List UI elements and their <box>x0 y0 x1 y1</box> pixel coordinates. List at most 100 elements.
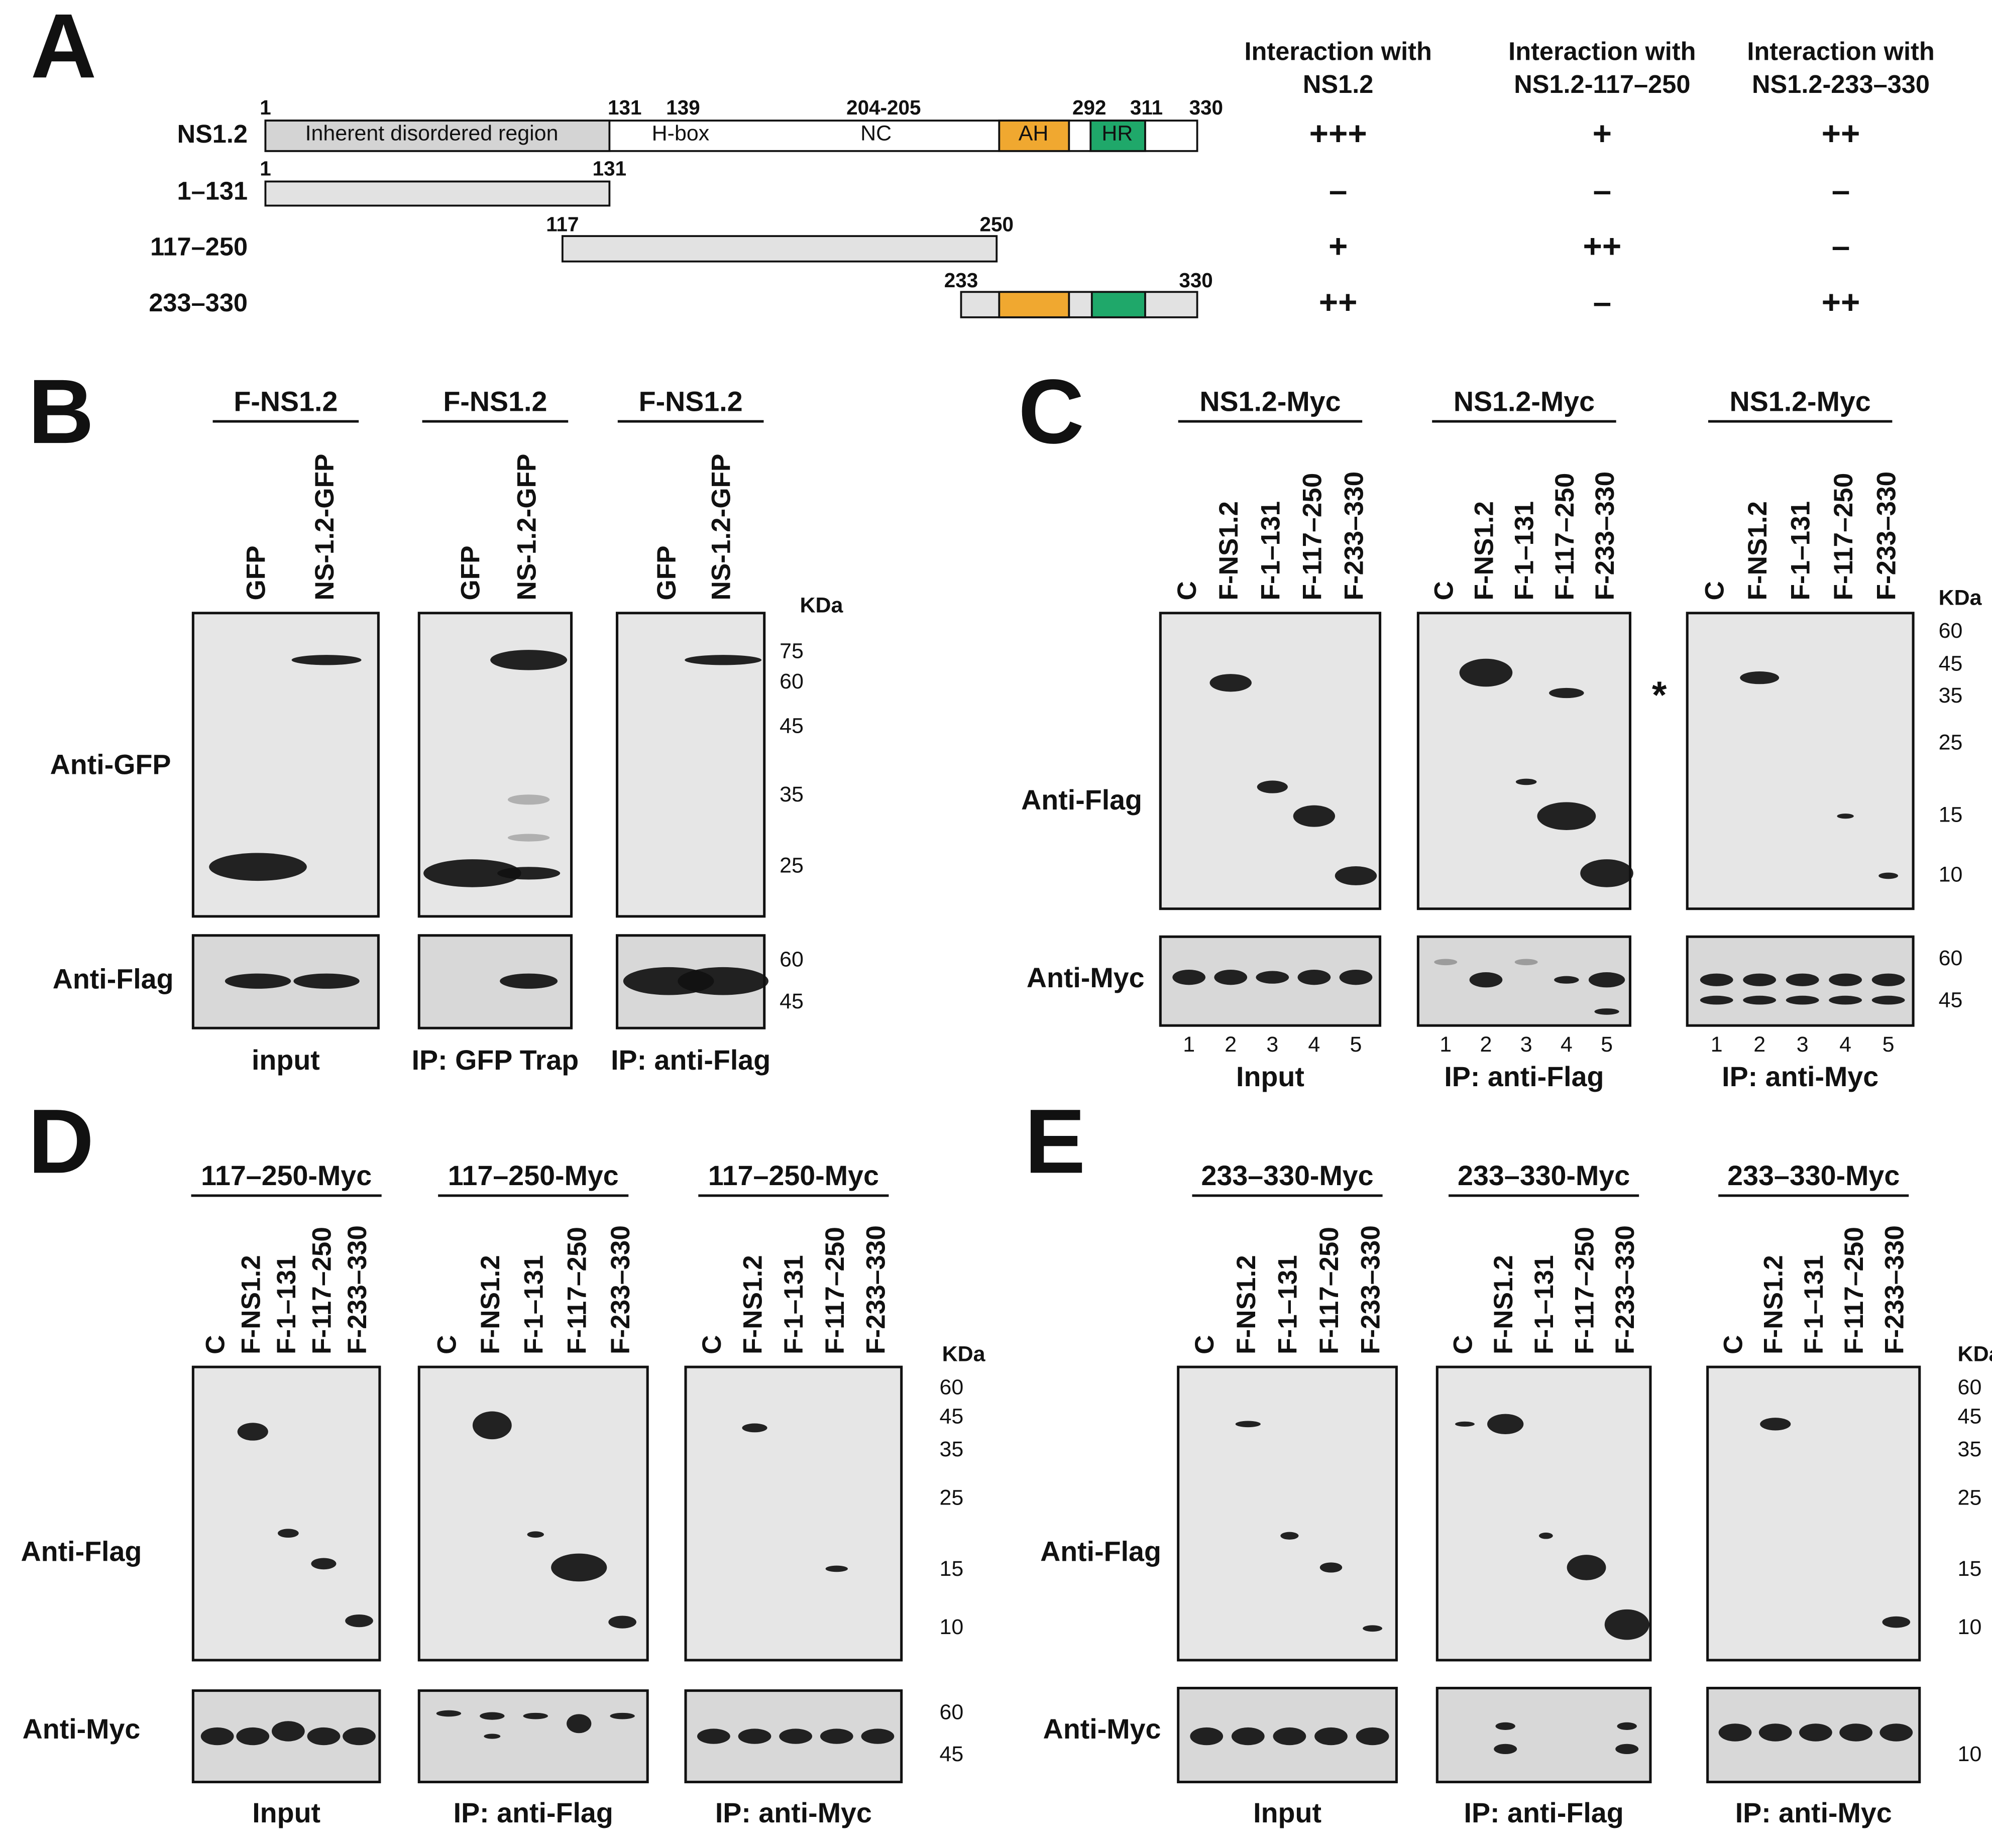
panel-label: C <box>1018 360 1084 463</box>
band <box>225 973 291 989</box>
band <box>1700 995 1733 1005</box>
domain-label: HR <box>1101 121 1133 145</box>
interaction-result: ++ <box>1319 284 1358 320</box>
blot <box>1435 1365 1652 1662</box>
construct-name: 117–250 <box>150 233 248 261</box>
lane-number: 3 <box>1797 1032 1809 1057</box>
lane-label: F-NS1.2 <box>738 1255 768 1354</box>
band <box>1209 674 1252 692</box>
blot <box>417 1689 649 1784</box>
band <box>1356 1727 1389 1746</box>
lane-number: 4 <box>1561 1032 1573 1057</box>
blot-caption: IP: GFP Trap <box>412 1045 579 1076</box>
size-marker: 10 <box>940 1615 964 1639</box>
band <box>1700 973 1733 986</box>
lane-label: F-233–330 <box>1356 1225 1386 1354</box>
lane-label: F-NS1.2 <box>1489 1255 1518 1354</box>
size-marker: 60 <box>1939 946 1963 970</box>
row-label: Anti-Myc <box>1027 962 1145 993</box>
band <box>608 1615 636 1629</box>
group-header: F-NS1.2 <box>234 386 338 417</box>
lane-label: F-117–250 <box>1297 473 1327 601</box>
band <box>1455 1421 1475 1427</box>
lane-label: F-117–250 <box>1570 1227 1600 1354</box>
band <box>1786 995 1819 1005</box>
band <box>1839 1723 1872 1742</box>
size-marker: 25 <box>780 854 804 878</box>
band <box>1537 802 1596 830</box>
lane-label: F-1–131 <box>1786 501 1816 601</box>
lane-label: C <box>1449 1335 1478 1354</box>
band <box>1280 1532 1299 1540</box>
lane-number: 5 <box>1601 1032 1613 1057</box>
row-label: Anti-Flag <box>1040 1536 1161 1567</box>
band <box>507 794 550 805</box>
lane-label: C <box>1172 581 1202 600</box>
band <box>507 834 550 842</box>
lane-label: GFP <box>652 545 682 600</box>
band <box>1604 1609 1649 1640</box>
band <box>497 867 561 880</box>
band <box>1297 969 1331 985</box>
band <box>1190 1727 1224 1746</box>
interaction-header: NS1.2-233–330 <box>1752 70 1930 98</box>
interaction-result: ++ <box>1822 115 1860 152</box>
band <box>1829 995 1862 1005</box>
band <box>1786 973 1819 986</box>
band <box>1293 805 1336 827</box>
lane-label: GFP <box>242 545 271 600</box>
lane-number: 5 <box>1883 1032 1895 1057</box>
band <box>236 1727 270 1746</box>
band <box>1469 972 1503 988</box>
interaction-result: +++ <box>1309 115 1367 152</box>
domain-label: H-box <box>652 121 710 145</box>
interaction-result: – <box>1832 172 1850 209</box>
row-label: Anti-Myc <box>1043 1713 1161 1745</box>
blot-caption: IP: anti-Flag <box>611 1045 770 1076</box>
band <box>1740 671 1780 684</box>
band <box>567 1714 592 1734</box>
size-marker: 25 <box>1958 1485 1982 1510</box>
band <box>500 973 558 989</box>
interaction-result: ++ <box>1583 228 1621 265</box>
lane-label: F-1–131 <box>1799 1255 1829 1354</box>
lane-label: F-NS1.2 <box>476 1255 505 1354</box>
band <box>610 1712 635 1719</box>
interaction-header: Interaction with <box>1747 37 1934 65</box>
domain-label: AH <box>1019 121 1049 145</box>
lane-label: F-NS1.2 <box>1232 1255 1261 1354</box>
band <box>1515 778 1537 785</box>
row-label: Anti-Flag <box>1021 784 1142 816</box>
lane-label: F-117–250 <box>307 1227 337 1354</box>
band <box>523 1712 548 1719</box>
size-marker: 45 <box>1939 652 1963 676</box>
band <box>1554 976 1579 984</box>
band <box>1335 866 1377 885</box>
row-label: Anti-GFP <box>50 749 171 780</box>
lane-label: NS-1.2-GFP <box>512 454 542 601</box>
band <box>678 967 769 995</box>
band <box>1339 969 1373 985</box>
band <box>291 655 362 665</box>
blot-caption: input <box>252 1045 320 1076</box>
blot-caption: Input <box>1253 1797 1321 1828</box>
residue-number: 131 <box>608 96 641 119</box>
lane-label: F-117–250 <box>1314 1227 1344 1354</box>
construct-name: NS1.2 <box>177 120 248 148</box>
band <box>1256 971 1289 984</box>
lane-label: C <box>201 1335 231 1354</box>
size-marker: 60 <box>780 948 804 972</box>
band <box>1514 959 1538 966</box>
lane-label: F-1–131 <box>272 1255 301 1354</box>
lane-number: 5 <box>1350 1032 1362 1057</box>
construct-bar <box>264 180 611 207</box>
lane-label: F-1–131 <box>779 1255 809 1354</box>
band <box>1314 1727 1348 1746</box>
lane-label: F-233–330 <box>1879 1225 1909 1354</box>
panel-label: A <box>31 0 96 97</box>
blot-caption: IP: anti-Myc <box>715 1797 872 1828</box>
lane-label: F-117–250 <box>1839 1227 1869 1354</box>
residue-number: 250 <box>980 213 1014 236</box>
size-marker: 25 <box>1939 730 1963 754</box>
